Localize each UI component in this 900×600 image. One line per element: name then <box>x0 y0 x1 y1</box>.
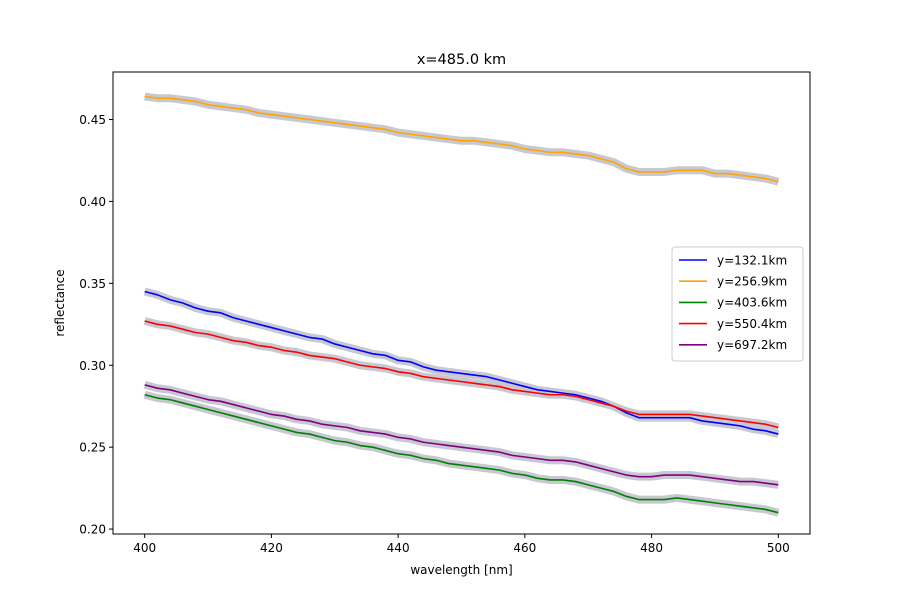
x-tick-label: 460 <box>513 541 536 555</box>
legend-entry-label: y=256.9km <box>717 275 787 289</box>
y-tick-label: 0.20 <box>79 523 106 537</box>
y-tick-label: 0.25 <box>79 441 106 455</box>
y-axis-label: reflectance <box>53 269 67 336</box>
plot-frame <box>112 71 811 535</box>
series-line-y-697-2km <box>144 384 779 486</box>
legend-entry-label: y=550.4km <box>717 317 787 331</box>
y-tick-label: 0.45 <box>79 113 106 127</box>
chart-title: x=485.0 km <box>417 52 506 68</box>
series-line-y-403-6km <box>144 393 779 514</box>
y-axis-ticks: 0.20 0.25 0.30 0.35 0.40 0.45 <box>79 113 113 537</box>
x-tick-label: 500 <box>767 541 790 555</box>
x-tick-label: 480 <box>640 541 663 555</box>
x-tick-label: 420 <box>260 541 283 555</box>
y-tick-label: 0.40 <box>79 195 106 209</box>
legend-entry-label: y=132.1km <box>717 253 787 267</box>
x-axis-ticks: 400 420 440 460 480 500 <box>133 534 790 555</box>
legend: y=132.1km y=256.9km y=403.6km y=550.4km y=69… <box>671 246 804 362</box>
legend-entry-label: y=697.2km <box>717 338 787 352</box>
y-tick-label: 0.30 <box>79 359 106 373</box>
series-line-y-132-1km <box>144 290 779 435</box>
series-line-y-256-9km <box>144 95 779 183</box>
x-tick-label: 400 <box>133 541 156 555</box>
y-tick-label: 0.35 <box>79 277 106 291</box>
legend-box <box>671 246 804 362</box>
x-axis-label: wavelength [nm] <box>410 563 512 577</box>
legend-entry-label: y=403.6km <box>717 296 787 310</box>
series-lines <box>144 95 779 514</box>
series-line-y-550-4km <box>144 320 779 429</box>
x-tick-label: 440 <box>387 541 410 555</box>
